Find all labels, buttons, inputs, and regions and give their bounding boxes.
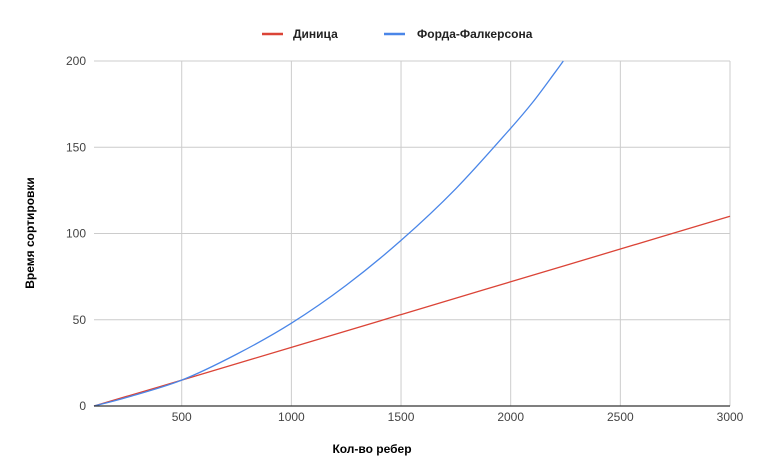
x-tick-label-2500: 2500 — [607, 410, 634, 424]
legend: Диница Форда-Фалкерсона — [262, 27, 533, 41]
x-axis-title: Кол-во ребер — [332, 442, 411, 456]
x-tick-label-1500: 1500 — [388, 410, 415, 424]
x-tick-label-3000: 3000 — [717, 410, 744, 424]
y-axis-title: Время сортировки — [23, 177, 37, 289]
gridlines — [94, 60, 731, 406]
y-tick-label-0: 0 — [79, 399, 86, 413]
x-tick-label-2000: 2000 — [497, 410, 524, 424]
x-tick-label-1000: 1000 — [278, 410, 305, 424]
series-line-ford-fulkerson — [93, 60, 564, 407]
y-tick-label-150: 150 — [66, 140, 86, 154]
x-tick-label-500: 500 — [172, 410, 192, 424]
series-lines — [93, 60, 731, 407]
y-tick-label-100: 100 — [66, 227, 86, 241]
x-axis: 500 1000 1500 2000 2500 3000 — [94, 405, 744, 424]
legend-label-ford-fulkerson: Форда-Фалкерсона — [417, 27, 533, 41]
y-tick-label-50: 50 — [73, 313, 87, 327]
legend-label-dinic: Диница — [293, 27, 338, 41]
y-tick-label-200: 200 — [66, 54, 86, 68]
y-axis: 0 50 100 150 200 — [66, 54, 86, 413]
